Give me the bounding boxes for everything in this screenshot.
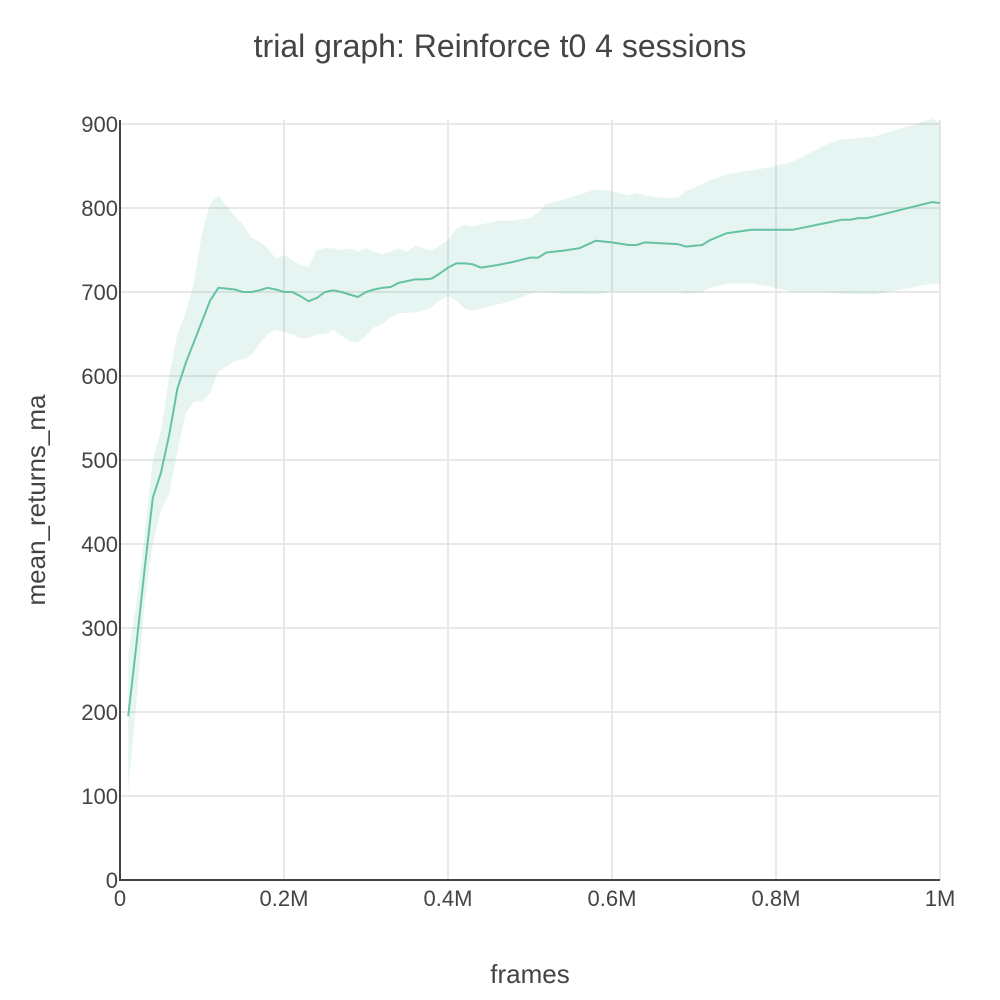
x-tick-label: 0.2M: [260, 886, 309, 911]
tick-labels: 0 100 200 300 400 500 600 700 800 900 0 0.2M 0.4M 0.6…: [81, 112, 955, 911]
y-tick-label: 300: [81, 616, 118, 641]
x-axis-title: frames: [490, 959, 569, 989]
y-tick-label: 900: [81, 112, 118, 137]
x-tick-label: 0: [114, 886, 126, 911]
confidence-band: [128, 119, 940, 792]
x-tick-label: 0.6M: [588, 886, 637, 911]
x-tick-label: 0.8M: [752, 886, 801, 911]
y-axis-title: mean_returns_ma: [21, 394, 51, 606]
y-tick-label: 600: [81, 364, 118, 389]
y-tick-label: 0: [106, 868, 118, 893]
y-tick-label: 400: [81, 532, 118, 557]
series-line: [127, 201, 941, 717]
chart-title: trial graph: Reinforce t0 4 sessions: [253, 28, 747, 64]
series-band: [128, 119, 940, 792]
x-tick-label: 1M: [925, 886, 956, 911]
axes: [119, 120, 940, 881]
y-tick-label: 500: [81, 448, 118, 473]
y-tick-label: 200: [81, 700, 118, 725]
grid-lines: [120, 120, 941, 880]
series-line-group: [127, 201, 941, 717]
y-tick-label: 700: [81, 280, 118, 305]
x-tick-label: 0.4M: [424, 886, 473, 911]
y-tick-label: 800: [81, 196, 118, 221]
y-tick-label: 100: [81, 784, 118, 809]
